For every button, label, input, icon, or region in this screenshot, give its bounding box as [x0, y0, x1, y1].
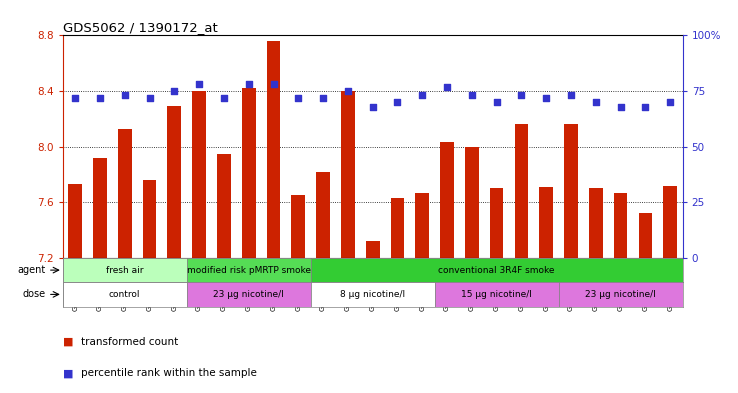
Text: modified risk pMRTP smoke: modified risk pMRTP smoke	[187, 266, 311, 275]
Bar	[663, 185, 677, 258]
Bar	[63, 258, 187, 282]
Point	[540, 95, 552, 101]
Text: 15 μg nicotine/l: 15 μg nicotine/l	[461, 290, 532, 299]
Bar	[539, 187, 553, 258]
Bar	[638, 213, 652, 258]
Text: conventional 3R4F smoke: conventional 3R4F smoke	[438, 266, 555, 275]
Bar	[187, 282, 311, 307]
Bar	[118, 129, 131, 258]
Point	[168, 88, 180, 94]
Bar	[559, 282, 683, 307]
Point	[292, 95, 304, 101]
Text: 23 μg nicotine/l: 23 μg nicotine/l	[213, 290, 284, 299]
Text: 8 μg nicotine/l: 8 μg nicotine/l	[340, 290, 405, 299]
Text: transformed count: transformed count	[81, 337, 179, 347]
Point	[516, 92, 528, 99]
Point	[392, 99, 404, 105]
Bar	[317, 172, 330, 258]
Bar	[589, 188, 603, 258]
Bar	[63, 282, 187, 307]
Bar	[217, 154, 231, 258]
Point	[615, 103, 627, 110]
Bar	[311, 258, 683, 282]
Bar	[490, 188, 503, 258]
Point	[69, 95, 81, 101]
Text: ■: ■	[63, 368, 77, 378]
Bar	[187, 258, 311, 282]
Point	[565, 92, 577, 99]
Text: GDS5062 / 1390172_at: GDS5062 / 1390172_at	[63, 21, 218, 34]
Text: 23 μg nicotine/l: 23 μg nicotine/l	[585, 290, 656, 299]
Bar	[565, 125, 578, 258]
Point	[218, 95, 230, 101]
Point	[94, 95, 106, 101]
Point	[342, 88, 354, 94]
Bar	[465, 147, 479, 258]
Bar	[242, 88, 255, 258]
Text: agent: agent	[17, 265, 45, 275]
Text: fresh air: fresh air	[106, 266, 143, 275]
Point	[317, 95, 329, 101]
Point	[144, 95, 156, 101]
Bar	[341, 91, 355, 258]
Point	[243, 81, 255, 88]
Bar	[514, 125, 528, 258]
Bar	[366, 241, 379, 258]
Bar	[390, 198, 404, 258]
Point	[640, 103, 652, 110]
Bar	[69, 184, 82, 258]
Point	[416, 92, 428, 99]
Text: ■: ■	[63, 337, 77, 347]
Point	[367, 103, 379, 110]
Bar	[292, 195, 305, 258]
Point	[193, 81, 205, 88]
Bar	[614, 193, 627, 258]
Text: dose: dose	[22, 289, 45, 299]
Bar	[193, 91, 206, 258]
Bar	[441, 143, 454, 258]
Point	[466, 92, 477, 99]
Point	[590, 99, 601, 105]
Bar	[266, 41, 280, 258]
Bar	[93, 158, 107, 258]
Point	[664, 99, 676, 105]
Text: control: control	[109, 290, 140, 299]
Text: percentile rank within the sample: percentile rank within the sample	[81, 368, 257, 378]
Point	[268, 81, 280, 88]
Bar	[311, 282, 435, 307]
Bar	[168, 107, 181, 258]
Bar	[142, 180, 156, 258]
Point	[441, 83, 453, 90]
Bar	[435, 282, 559, 307]
Point	[491, 99, 503, 105]
Point	[119, 92, 131, 99]
Bar	[415, 193, 429, 258]
